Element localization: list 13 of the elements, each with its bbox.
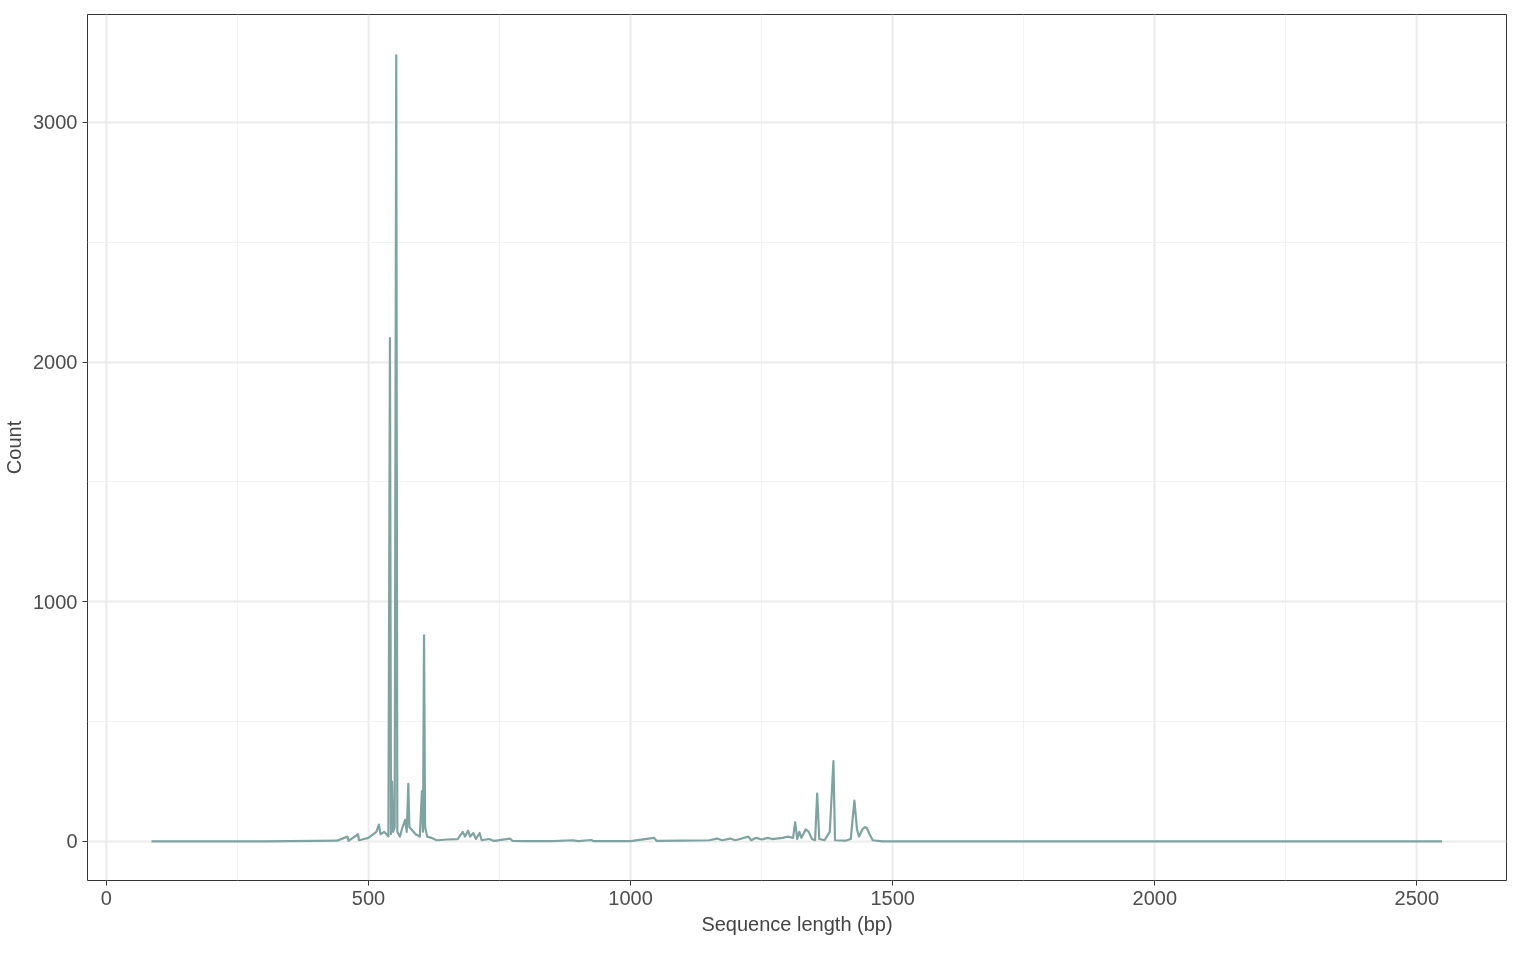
x-axis-title: Sequence length (bp) <box>701 912 893 935</box>
y-tick-label: 3000 <box>33 111 78 134</box>
x-tick-label: 2000 <box>1132 886 1178 909</box>
x-tick-label: 0 <box>100 886 112 909</box>
x-tick-label: 2500 <box>1394 886 1440 909</box>
y-tick-label: 2000 <box>33 351 78 374</box>
line-series <box>150 54 1444 843</box>
y-axis-title: Count <box>3 420 26 475</box>
x-tick-label: 1500 <box>870 886 915 909</box>
y-tick-label: 1000 <box>33 590 78 613</box>
y-tick-label: 0 <box>66 830 78 853</box>
x-tick-label: 500 <box>351 886 386 909</box>
x-tick-label: 1000 <box>608 886 653 909</box>
